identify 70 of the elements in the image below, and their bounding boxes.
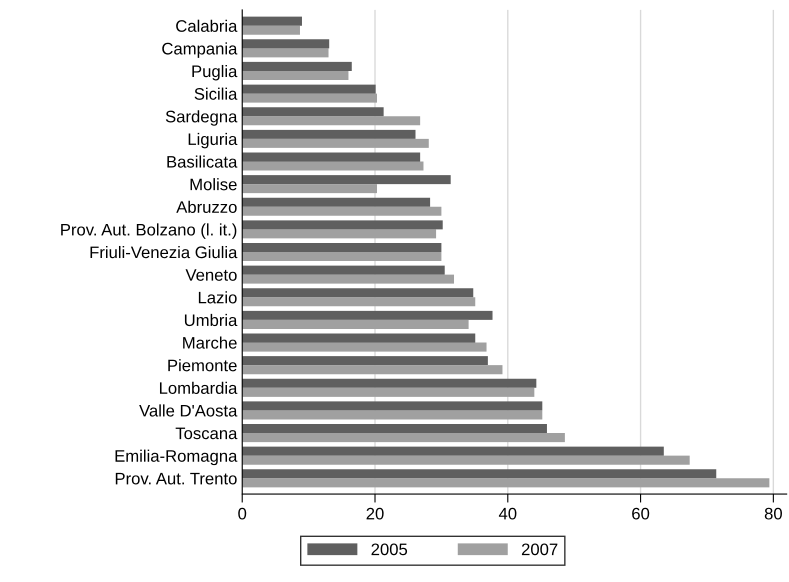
y-tick-label: Umbria	[184, 314, 238, 326]
bar	[242, 16, 302, 26]
bar	[242, 242, 442, 252]
bar	[242, 130, 416, 139]
y-tick-label: Molise	[190, 178, 237, 190]
y-tick-label: Sicilia	[194, 88, 238, 100]
x-tick-label: 40	[498, 508, 516, 520]
x-tick-label: 20	[366, 508, 384, 520]
bar	[242, 70, 348, 80]
bar	[242, 48, 329, 58]
bar	[242, 320, 469, 329]
y-tick-label: Piemonte	[168, 359, 237, 372]
y-tick-label: Basilicata	[167, 155, 238, 168]
bar	[242, 378, 536, 388]
y-tick-label: Puglia	[192, 64, 238, 80]
legend-label: 2005	[372, 543, 408, 556]
y-tick-label: Lazio	[198, 291, 237, 304]
bar	[242, 229, 436, 238]
x-tick-label: 60	[632, 508, 650, 520]
y-tick-label: Abruzzo	[176, 200, 237, 213]
bar	[242, 297, 476, 306]
bar	[242, 206, 442, 216]
bar	[242, 478, 770, 488]
bar	[242, 274, 454, 284]
legend-label: 2007	[522, 543, 558, 556]
bar	[242, 39, 330, 48]
bar	[242, 138, 429, 148]
bar	[242, 266, 445, 275]
bar	[242, 161, 424, 171]
bar	[242, 152, 420, 162]
bar	[242, 220, 443, 230]
y-tick-label: Emilia-Romagna	[116, 450, 238, 466]
x-tick-label: 0	[238, 508, 246, 520]
y-tick-label: Liguria	[188, 132, 238, 148]
bar	[242, 401, 542, 410]
bar	[242, 433, 565, 442]
bar	[242, 424, 547, 434]
bar	[242, 62, 352, 71]
y-tick-label: Marche	[183, 336, 237, 349]
y-tick-label: Sardegna	[166, 110, 238, 126]
bar	[242, 446, 664, 456]
bar	[242, 333, 476, 343]
x-tick-label: 80	[764, 508, 782, 520]
bar	[242, 252, 442, 262]
bar	[242, 410, 542, 420]
bar	[242, 84, 376, 94]
y-tick-label: Valle D'Aosta	[139, 404, 238, 417]
bar	[242, 365, 502, 374]
bar	[242, 388, 534, 397]
bar	[242, 175, 451, 184]
y-tick-label: Prov. Aut. Trento	[116, 472, 237, 484]
y-tick-label: Campania	[162, 42, 238, 58]
bar	[242, 288, 474, 298]
bar	[242, 107, 384, 116]
y-tick-label: Prov. Aut. Bolzano (l. it.)	[61, 223, 236, 239]
bar	[242, 342, 487, 352]
bar	[242, 456, 690, 465]
y-tick-label: Friuli-Venezia Giulia	[90, 246, 238, 258]
bar	[242, 469, 716, 478]
y-tick-label: Lombardia	[160, 382, 238, 394]
bar	[242, 198, 430, 207]
bar	[242, 116, 420, 126]
bar	[242, 26, 300, 35]
bar	[242, 94, 377, 103]
bar	[242, 184, 377, 194]
bar	[242, 310, 493, 320]
y-tick-label: Veneto	[186, 269, 237, 281]
y-tick-label: Calabria	[176, 20, 238, 32]
bar	[242, 356, 488, 366]
y-tick-label: Toscana	[176, 428, 238, 440]
